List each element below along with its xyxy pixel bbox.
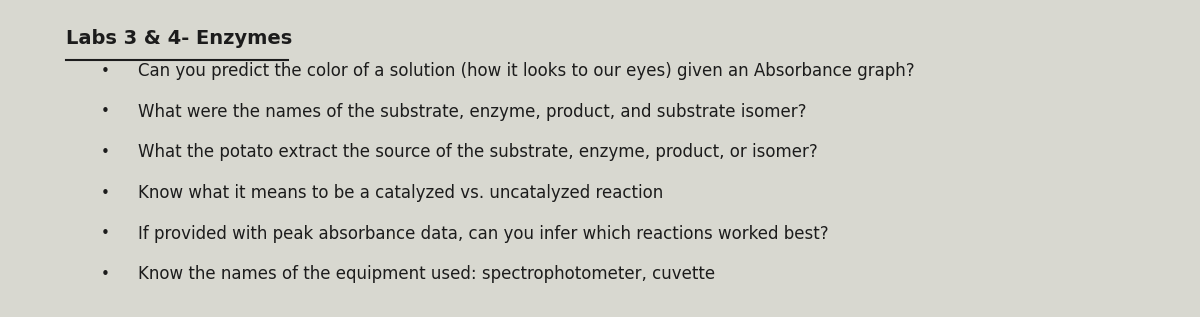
Text: What were the names of the substrate, enzyme, product, and substrate isomer?: What were the names of the substrate, en… <box>138 103 806 121</box>
Text: •: • <box>101 104 110 120</box>
Text: Labs 3 & 4- Enzymes: Labs 3 & 4- Enzymes <box>66 29 293 48</box>
Text: If provided with peak absorbance data, can you infer which reactions worked best: If provided with peak absorbance data, c… <box>138 225 829 243</box>
Text: •: • <box>101 226 110 241</box>
Text: Know the names of the equipment used: spectrophotometer, cuvette: Know the names of the equipment used: sp… <box>138 265 715 283</box>
Text: •: • <box>101 267 110 282</box>
Text: What the potato extract the source of the substrate, enzyme, product, or isomer?: What the potato extract the source of th… <box>138 144 817 161</box>
Text: •: • <box>101 64 110 79</box>
Text: •: • <box>101 185 110 201</box>
Text: •: • <box>101 145 110 160</box>
Text: Can you predict the color of a solution (how it looks to our eyes) given an Abso: Can you predict the color of a solution … <box>138 62 914 80</box>
Text: Know what it means to be a catalyzed vs. uncatalyzed reaction: Know what it means to be a catalyzed vs.… <box>138 184 664 202</box>
